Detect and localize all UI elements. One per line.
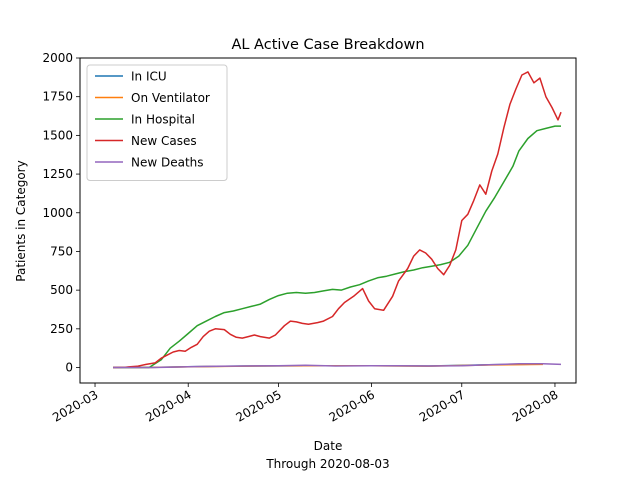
- series-line-new-deaths: [113, 362, 562, 369]
- y-tick-label: 1000: [42, 206, 73, 220]
- x-tick-label: 2020-06: [327, 387, 377, 424]
- series-line-in-hospital: [113, 125, 561, 369]
- y-tick-label: 2000: [42, 51, 73, 65]
- chart-title: AL Active Case Breakdown: [231, 37, 424, 53]
- x-axis-sublabel: Through 2020-08-03: [265, 457, 389, 471]
- legend-label-in-hospital: In Hospital: [131, 113, 195, 127]
- x-tick-label: 2020-03: [50, 387, 100, 424]
- y-tick-label: 0: [65, 361, 73, 375]
- y-tick-label: 1750: [42, 90, 73, 104]
- plot-frame: [79, 57, 577, 384]
- series-lines: [113, 71, 562, 369]
- legend-label-in-icu: In ICU: [131, 70, 167, 84]
- legend-label-on-ventilator: On Ventilator: [131, 91, 210, 105]
- legend-box: [86, 64, 228, 181]
- y-tick-label: 500: [50, 283, 73, 297]
- legend: In ICU On Ventilator In Hospital New Cases N…: [86, 64, 228, 181]
- x-axis-label: Date: [314, 439, 343, 453]
- x-tick-label: 2020-08: [510, 387, 560, 424]
- y-tick-label: 1250: [42, 167, 73, 181]
- y-tick-label: 1500: [42, 128, 73, 142]
- y-tick-label: 250: [50, 322, 73, 336]
- y-tick-label: 750: [50, 244, 73, 258]
- x-tick-label: 2020-04: [143, 387, 193, 424]
- x-tick-label: 2020-05: [233, 387, 283, 424]
- legend-label-new-deaths: New Deaths: [131, 156, 204, 170]
- x-tick-label: 2020-07: [417, 387, 467, 424]
- legend-label-new-cases: New Cases: [131, 134, 197, 148]
- series-line-new-cases: [113, 71, 562, 369]
- y-axis-label: Patients in Category: [14, 160, 28, 281]
